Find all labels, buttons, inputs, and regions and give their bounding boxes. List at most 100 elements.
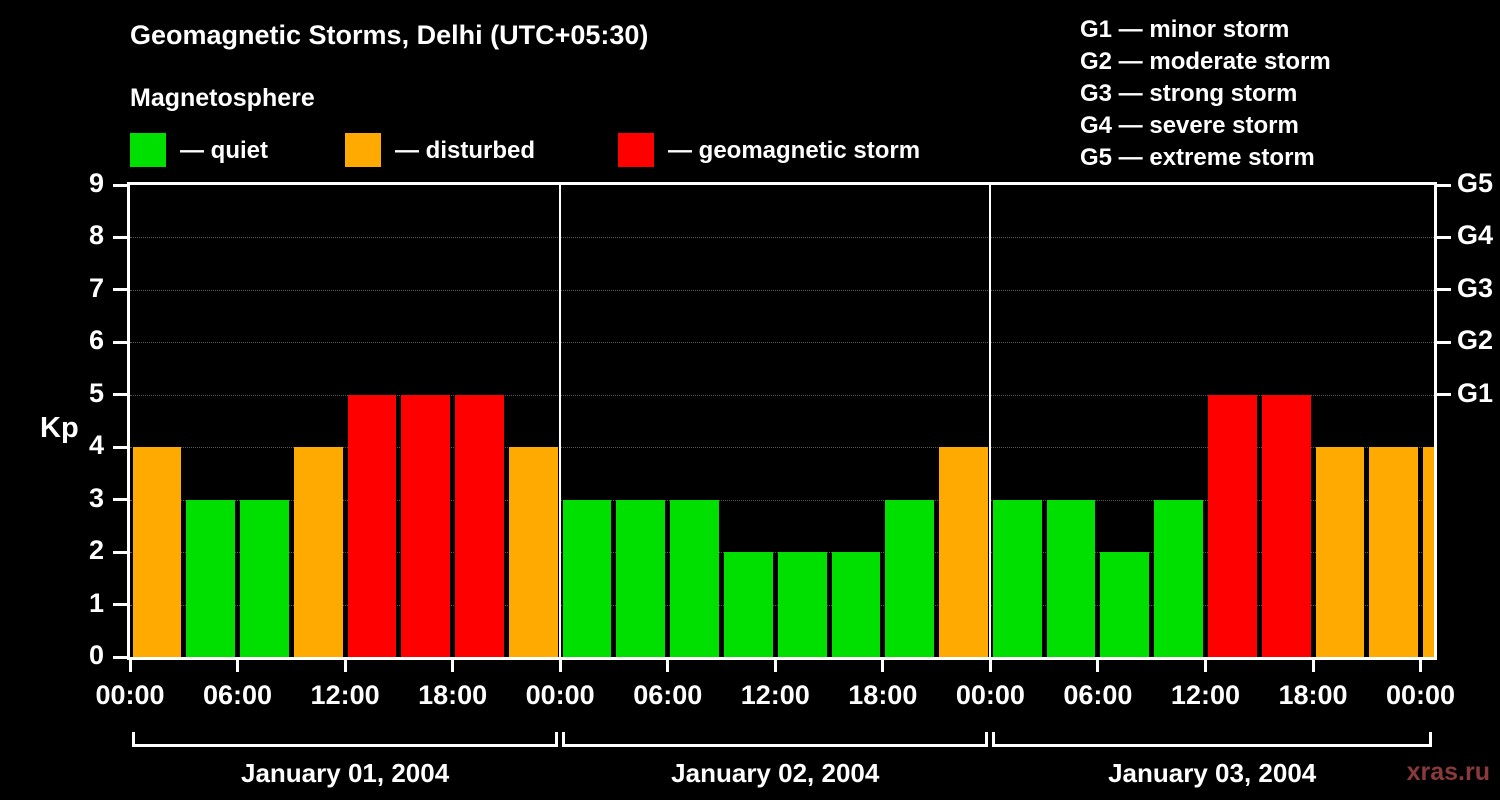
day-bracket <box>992 744 1432 747</box>
kp-bar <box>347 394 397 657</box>
date-label: January 01, 2004 <box>241 758 450 788</box>
x-tick-label: 00:00 <box>525 680 595 710</box>
y-axis-tick <box>113 340 127 344</box>
g-level-label: G3 <box>1457 272 1494 303</box>
y-tick-label: 9 <box>88 168 104 198</box>
legend-label-disturbed: — disturbed <box>395 137 536 164</box>
magnetosphere-subtitle: Magnetosphere <box>130 84 315 112</box>
x-axis-tick <box>1203 660 1207 672</box>
g-level-label: G5 <box>1457 168 1494 198</box>
x-tick-label: 18:00 <box>1278 680 1348 710</box>
g-level-label: G2 <box>1457 325 1494 356</box>
x-axis-tick <box>773 660 777 672</box>
legend-swatch-quiet <box>130 133 166 167</box>
y-axis-tick <box>113 183 127 187</box>
x-axis-tick <box>558 660 562 672</box>
kp-bar <box>1315 447 1365 657</box>
g-level-label: G1 <box>1457 377 1494 408</box>
kp-bar <box>831 552 881 657</box>
kp-bar <box>401 394 451 657</box>
kp-bar-partial <box>1423 447 1434 657</box>
y-tick-label: 6 <box>88 325 104 356</box>
x-tick-label: 06:00 <box>1063 680 1133 710</box>
date-label: January 03, 2004 <box>1108 758 1317 788</box>
day-bracket <box>132 744 559 747</box>
y-tick-label: 7 <box>88 272 104 303</box>
kp-bar <box>186 499 236 657</box>
x-tick-label: 18:00 <box>848 680 918 710</box>
kp-bar <box>293 447 343 657</box>
g-level-tick <box>1437 183 1451 187</box>
storm-scale-line: G2 — moderate storm <box>1080 48 1331 75</box>
y-tick-label: 3 <box>88 482 104 513</box>
kp-bar <box>455 394 504 657</box>
day-bracket-cap <box>562 732 566 747</box>
kp-bar <box>724 552 773 657</box>
day-bracket-cap <box>985 732 989 747</box>
kp-bar <box>616 499 666 657</box>
kp-bar <box>1369 447 1419 657</box>
kp-bar <box>885 499 935 657</box>
y-axis-tick <box>113 498 127 502</box>
kp-bar <box>1154 499 1203 657</box>
x-axis-tick <box>881 660 885 672</box>
day-bracket-cap <box>555 732 559 747</box>
kp-bar <box>132 447 182 657</box>
kp-bar <box>1046 499 1096 657</box>
x-tick-label: 00:00 <box>95 680 165 710</box>
y-tick-label: 2 <box>88 535 104 566</box>
gridline-kp-4 <box>130 447 1434 449</box>
legend-swatch-disturbed <box>345 133 381 167</box>
g-level-tick <box>1437 288 1451 292</box>
storm-scale-line: G3 — strong storm <box>1080 80 1298 107</box>
x-axis-tick <box>988 660 992 672</box>
x-axis-tick <box>236 660 240 672</box>
x-axis-tick <box>451 660 455 672</box>
y-tick-label: 0 <box>88 640 104 670</box>
gridline-kp-8 <box>130 237 1434 239</box>
y-axis-tick <box>113 393 127 397</box>
day-bracket-cap <box>992 732 996 747</box>
kp-bar <box>670 499 719 657</box>
gridline-kp-5 <box>130 394 1434 396</box>
gridline-kp-3 <box>130 499 1434 501</box>
x-axis-tick <box>1096 660 1100 672</box>
x-axis-tick <box>666 660 670 672</box>
x-axis-tick <box>343 660 347 672</box>
x-tick-label: 06:00 <box>633 680 703 710</box>
gridline-kp-6 <box>130 342 1434 344</box>
x-tick-label: 12:00 <box>310 680 380 710</box>
kp-bar <box>562 499 612 657</box>
y-axis-tick <box>113 235 127 239</box>
g-level-tick <box>1437 235 1451 239</box>
kp-bar <box>1207 394 1257 657</box>
legend-swatch-storm <box>618 133 654 167</box>
y-tick-label: 5 <box>88 377 104 408</box>
x-tick-label: 06:00 <box>203 680 273 710</box>
x-tick-label: 00:00 <box>1386 680 1456 710</box>
legend-label-quiet: — quiet <box>180 137 268 164</box>
day-bracket <box>562 744 989 747</box>
y-axis-tick <box>113 655 127 659</box>
x-tick-label: 00:00 <box>955 680 1025 710</box>
watermark: xras.ru <box>1406 758 1490 786</box>
day-separator <box>989 185 992 657</box>
g-level-tick <box>1437 393 1451 397</box>
x-axis-tick <box>1419 660 1423 672</box>
gridline-kp-7 <box>130 289 1434 291</box>
plot-area <box>127 182 1437 660</box>
date-label: January 02, 2004 <box>671 758 880 788</box>
kp-bar <box>992 499 1042 657</box>
storm-scale-line: G5 — extreme storm <box>1080 144 1315 171</box>
kp-bar <box>1100 552 1150 657</box>
legend-label-storm: — geomagnetic storm <box>668 137 921 164</box>
kp-bar <box>1261 394 1311 657</box>
y-axis-tick <box>113 603 127 607</box>
day-separator <box>559 185 562 657</box>
day-bracket-cap <box>1429 732 1432 747</box>
page-title: Geomagnetic Storms, Delhi (UTC+05:30) <box>130 20 649 50</box>
kp-bar <box>240 499 289 657</box>
g-level-tick <box>1437 340 1451 344</box>
storm-scale-line: G1 — minor storm <box>1080 16 1290 43</box>
